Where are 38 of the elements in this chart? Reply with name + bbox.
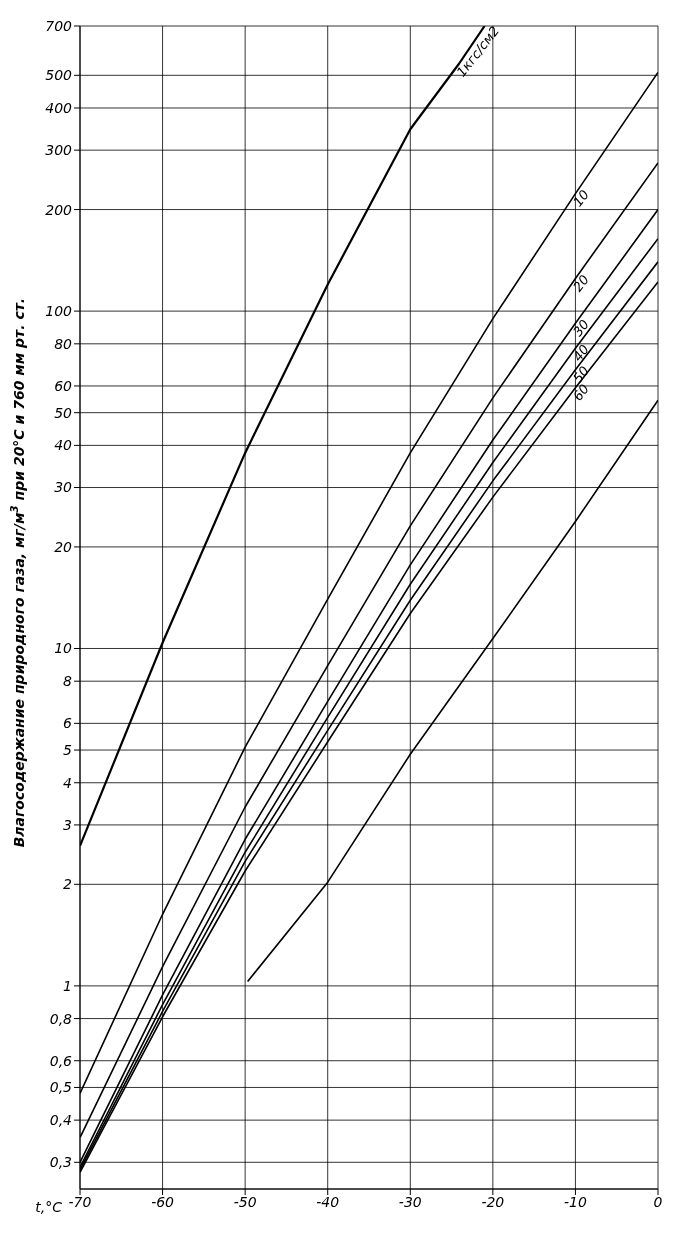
y-tick-label: 4 (63, 774, 72, 791)
text: 10 (569, 187, 592, 210)
y-tick-label: 50 (54, 404, 73, 421)
x-tick-label: -40 (316, 1193, 340, 1210)
y-tick-label: 0,4 (49, 1112, 72, 1129)
x-tick-label: 0 (653, 1193, 663, 1210)
y-tick-label: 500 (45, 67, 73, 84)
y-tick-label: 60 (54, 377, 73, 394)
y-tick-label: 3 (63, 816, 72, 833)
x-tick-label: -10 (563, 1193, 587, 1210)
y-tick-label: 40 (54, 437, 73, 454)
y-tick-label: 2 (63, 876, 73, 893)
y-tick-label: 5 (63, 742, 73, 759)
x-tick-label: -70 (68, 1193, 92, 1210)
y-tick-label: 10 (54, 640, 73, 657)
x-tick-label: -60 (151, 1193, 175, 1210)
y-tick-label: 700 (45, 17, 73, 34)
y-tick-label: 0,3 (49, 1154, 72, 1171)
y-tick-label: 300 (45, 142, 73, 159)
x-tick-label: -50 (233, 1193, 257, 1210)
y-tick-label: 1 (63, 977, 72, 994)
text: 40 (569, 341, 592, 365)
y-tick-label: 8 (63, 673, 73, 690)
y-tick-label: 200 (45, 201, 73, 218)
text: 30 (569, 316, 592, 340)
y-tick-label: 0,5 (49, 1079, 73, 1096)
y-tick-label: 400 (45, 99, 73, 116)
y-tick-label: 100 (45, 303, 73, 320)
x-axis-title: t,°C (35, 1199, 63, 1215)
y-tick-label: 20 (54, 538, 73, 555)
x-tick-label: -30 (398, 1193, 422, 1210)
x-tick-label: -20 (481, 1193, 505, 1210)
y-tick-label: 6 (63, 715, 73, 732)
y-tick-label: 0,6 (49, 1052, 73, 1069)
y-tick-label: 0,8 (49, 1010, 73, 1027)
y-tick-label: 80 (54, 335, 73, 352)
text: 20 (569, 272, 592, 295)
y-tick-label: 30 (54, 479, 73, 496)
